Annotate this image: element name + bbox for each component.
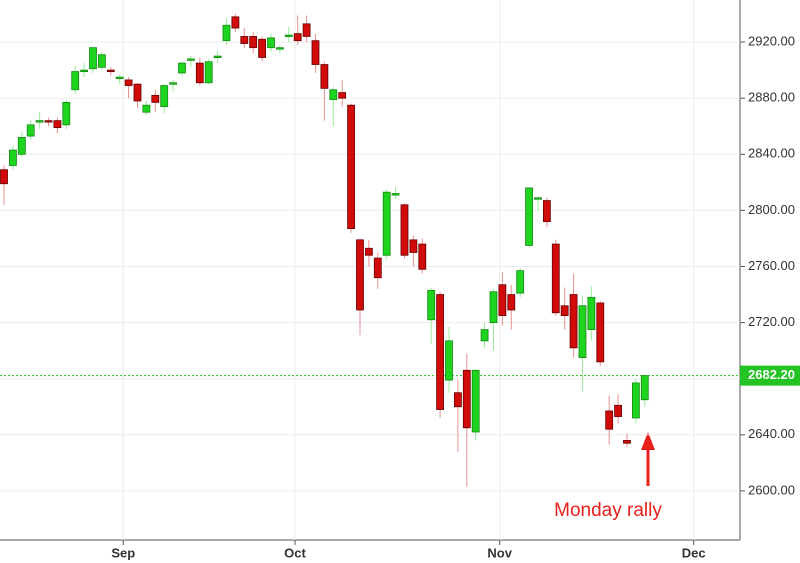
candle-body [427, 289, 436, 321]
candle-body [382, 191, 391, 256]
candle-body [596, 302, 605, 363]
candle-body [44, 120, 53, 123]
candle-body [418, 243, 427, 270]
candle-body [614, 404, 622, 417]
candle-body [364, 247, 373, 256]
candle-body [124, 79, 133, 86]
candle-body [471, 369, 480, 433]
candle-body [534, 197, 542, 200]
candle-body [115, 76, 124, 80]
candle-body [240, 36, 249, 44]
candle-body [53, 120, 62, 129]
candle-body [436, 294, 444, 410]
x-tick-label: Nov [487, 545, 512, 560]
y-tick-label: 2760.00 [748, 258, 795, 273]
y-tick-label: 2720.00 [748, 314, 795, 329]
candle-body [409, 239, 418, 253]
candle-body [516, 270, 525, 294]
candle-body [17, 137, 26, 155]
candle-body [267, 37, 275, 49]
candle-body [169, 82, 177, 85]
candle-body [222, 24, 231, 42]
candle-body [284, 34, 293, 37]
last-price-label: 2682.20 [748, 367, 795, 382]
candle-body [400, 204, 409, 256]
candle-body [195, 62, 204, 84]
candle-body [347, 104, 355, 230]
candle-body [9, 149, 17, 166]
candle-body [89, 47, 97, 70]
x-tick-label: Dec [682, 545, 706, 560]
candle-body [320, 64, 329, 89]
candle-body [391, 193, 400, 196]
candle-body [186, 58, 195, 61]
candle-body [453, 392, 462, 408]
candle-body [525, 187, 533, 246]
candle-body [631, 382, 640, 419]
candle-body [560, 305, 569, 316]
candle-body [445, 340, 453, 381]
candle-body [151, 94, 160, 103]
candle-body [258, 38, 266, 58]
candle-body [178, 62, 186, 74]
candle-body [551, 243, 560, 314]
candle-body [329, 89, 338, 100]
y-tick-label: 2800.00 [748, 202, 795, 217]
candle-body [80, 69, 89, 73]
candle-body [71, 71, 80, 91]
annotation-arrowhead [641, 432, 655, 450]
candle-body [204, 61, 213, 84]
candle-body [275, 47, 284, 50]
candle-body [569, 294, 578, 349]
candle-body [578, 305, 587, 359]
candle-body [489, 291, 498, 323]
candle-body [249, 36, 258, 49]
candle-body [62, 101, 71, 126]
candle-body [356, 239, 364, 311]
y-tick-label: 2600.00 [748, 482, 795, 497]
candle-body [605, 410, 614, 430]
x-tick-label: Oct [284, 545, 306, 560]
candle-body [498, 284, 507, 316]
candle-body [640, 375, 649, 401]
candle-body [302, 23, 311, 37]
candle-body [623, 440, 631, 444]
candle-body [213, 55, 222, 59]
candle-body [142, 104, 151, 113]
candle-body [311, 40, 320, 65]
candle-body [507, 294, 516, 311]
candle-body [231, 16, 240, 29]
candle-body [35, 120, 44, 123]
candle-body [542, 200, 551, 223]
candle-body [373, 257, 382, 279]
candle-body [133, 83, 142, 102]
candle-body [0, 169, 8, 185]
candle-body [338, 92, 347, 99]
candle-body [106, 69, 115, 73]
last-price-box [740, 365, 800, 386]
candle-body [462, 369, 471, 429]
y-tick-label: 2880.00 [748, 90, 795, 105]
candle-body [480, 329, 489, 342]
y-tick-label: 2840.00 [748, 146, 795, 161]
candle-body [98, 54, 106, 68]
candle-body [26, 124, 35, 137]
y-tick-label: 2920.00 [748, 34, 795, 49]
candle-body [160, 85, 169, 107]
x-tick-label: Sep [111, 545, 135, 560]
annotation: Monday rally [554, 500, 662, 521]
candle-body [587, 296, 596, 331]
y-tick-label: 2640.00 [748, 426, 795, 441]
candle-body [293, 33, 302, 42]
